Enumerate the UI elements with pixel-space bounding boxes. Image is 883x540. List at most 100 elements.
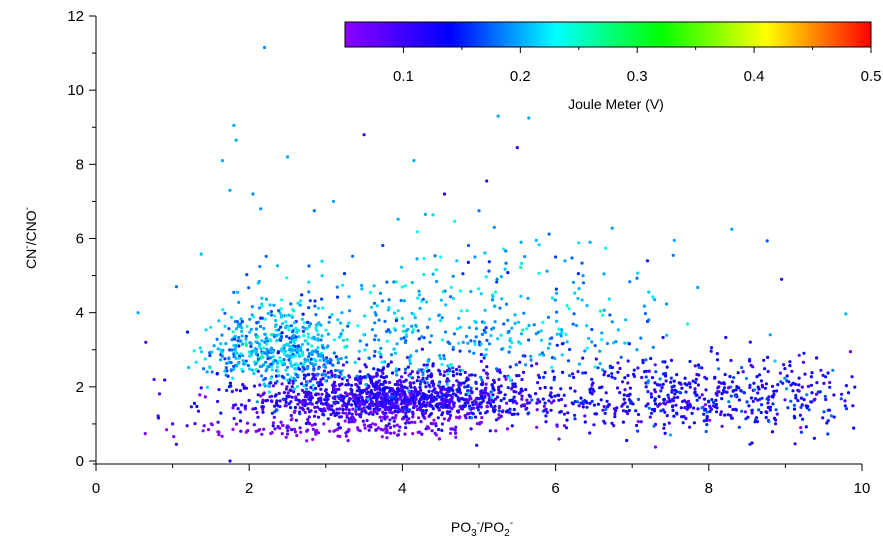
data-point [461,340,465,344]
data-point [783,376,787,380]
data-point [274,374,278,378]
data-point [407,421,411,425]
data-point [664,379,668,383]
data-point [251,192,255,196]
data-point [360,287,364,291]
data-point [287,328,291,332]
data-point [351,393,355,397]
data-point [165,428,169,432]
data-point [185,330,190,334]
data-point [320,274,324,278]
data-point [338,397,342,401]
data-point [672,379,676,383]
data-point [256,415,260,419]
data-point [806,384,811,388]
data-point [244,341,248,345]
data-point [294,335,298,339]
data-point [823,394,827,398]
data-point [710,398,714,402]
data-point [442,354,446,358]
data-point [320,334,324,338]
data-point [394,369,398,373]
data-point [455,415,459,419]
data-point [240,329,244,333]
data-point [282,344,286,348]
data-point [347,420,351,424]
data-point [260,364,264,368]
data-point [404,339,408,343]
data-point [750,411,754,415]
data-point [290,428,294,432]
data-point [398,396,402,401]
data-point [440,316,444,320]
data-point [238,410,242,414]
data-point [610,375,614,379]
data-point [330,390,334,394]
data-point [299,430,303,434]
data-point [410,420,414,424]
data-point [593,344,597,348]
data-point [236,407,240,411]
data-point [420,335,424,339]
data-point [333,428,337,432]
data-point [593,412,597,416]
data-point [611,341,616,345]
data-point [725,390,729,394]
data-point [301,329,305,333]
data-point [443,387,447,391]
data-point [451,402,456,406]
data-point [579,401,583,405]
data-point [417,289,421,293]
data-point [440,362,444,367]
data-point [451,345,455,349]
data-point [412,381,416,385]
data-point [486,376,490,380]
data-point [308,299,312,303]
data-point [294,373,298,377]
data-point [269,313,274,317]
data-point [670,385,674,389]
data-point [473,399,477,403]
data-point [285,432,290,436]
data-point [330,408,334,412]
data-point [385,436,389,440]
x-title-sup2: - [510,518,513,529]
data-point [206,428,211,432]
data-point [757,373,762,377]
data-point [425,365,429,369]
data-point [479,359,483,363]
data-point [238,324,242,329]
data-point [602,272,606,276]
data-point [768,408,772,412]
data-point [599,398,603,402]
data-point [355,389,359,393]
data-point [300,342,305,347]
data-point [750,408,754,412]
data-point [322,364,326,368]
data-point [417,416,421,420]
data-point [603,421,607,425]
data-point [235,290,240,294]
data-point [700,366,704,370]
data-point [802,398,806,402]
data-point [745,400,749,404]
data-point [260,432,264,436]
data-point [504,410,509,414]
data-point [403,284,407,288]
data-point [289,340,293,344]
data-point [503,393,507,397]
data-point [613,376,617,380]
data-point [449,295,453,299]
data-point [466,243,471,248]
data-point [581,356,585,360]
data-point [709,406,713,410]
data-point [254,347,258,351]
data-point [321,402,325,406]
data-point [602,373,606,377]
data-point [295,433,299,438]
data-point [508,365,512,369]
data-point [527,411,531,415]
data-point [357,393,362,397]
data-point [557,437,561,441]
data-point [568,386,573,390]
